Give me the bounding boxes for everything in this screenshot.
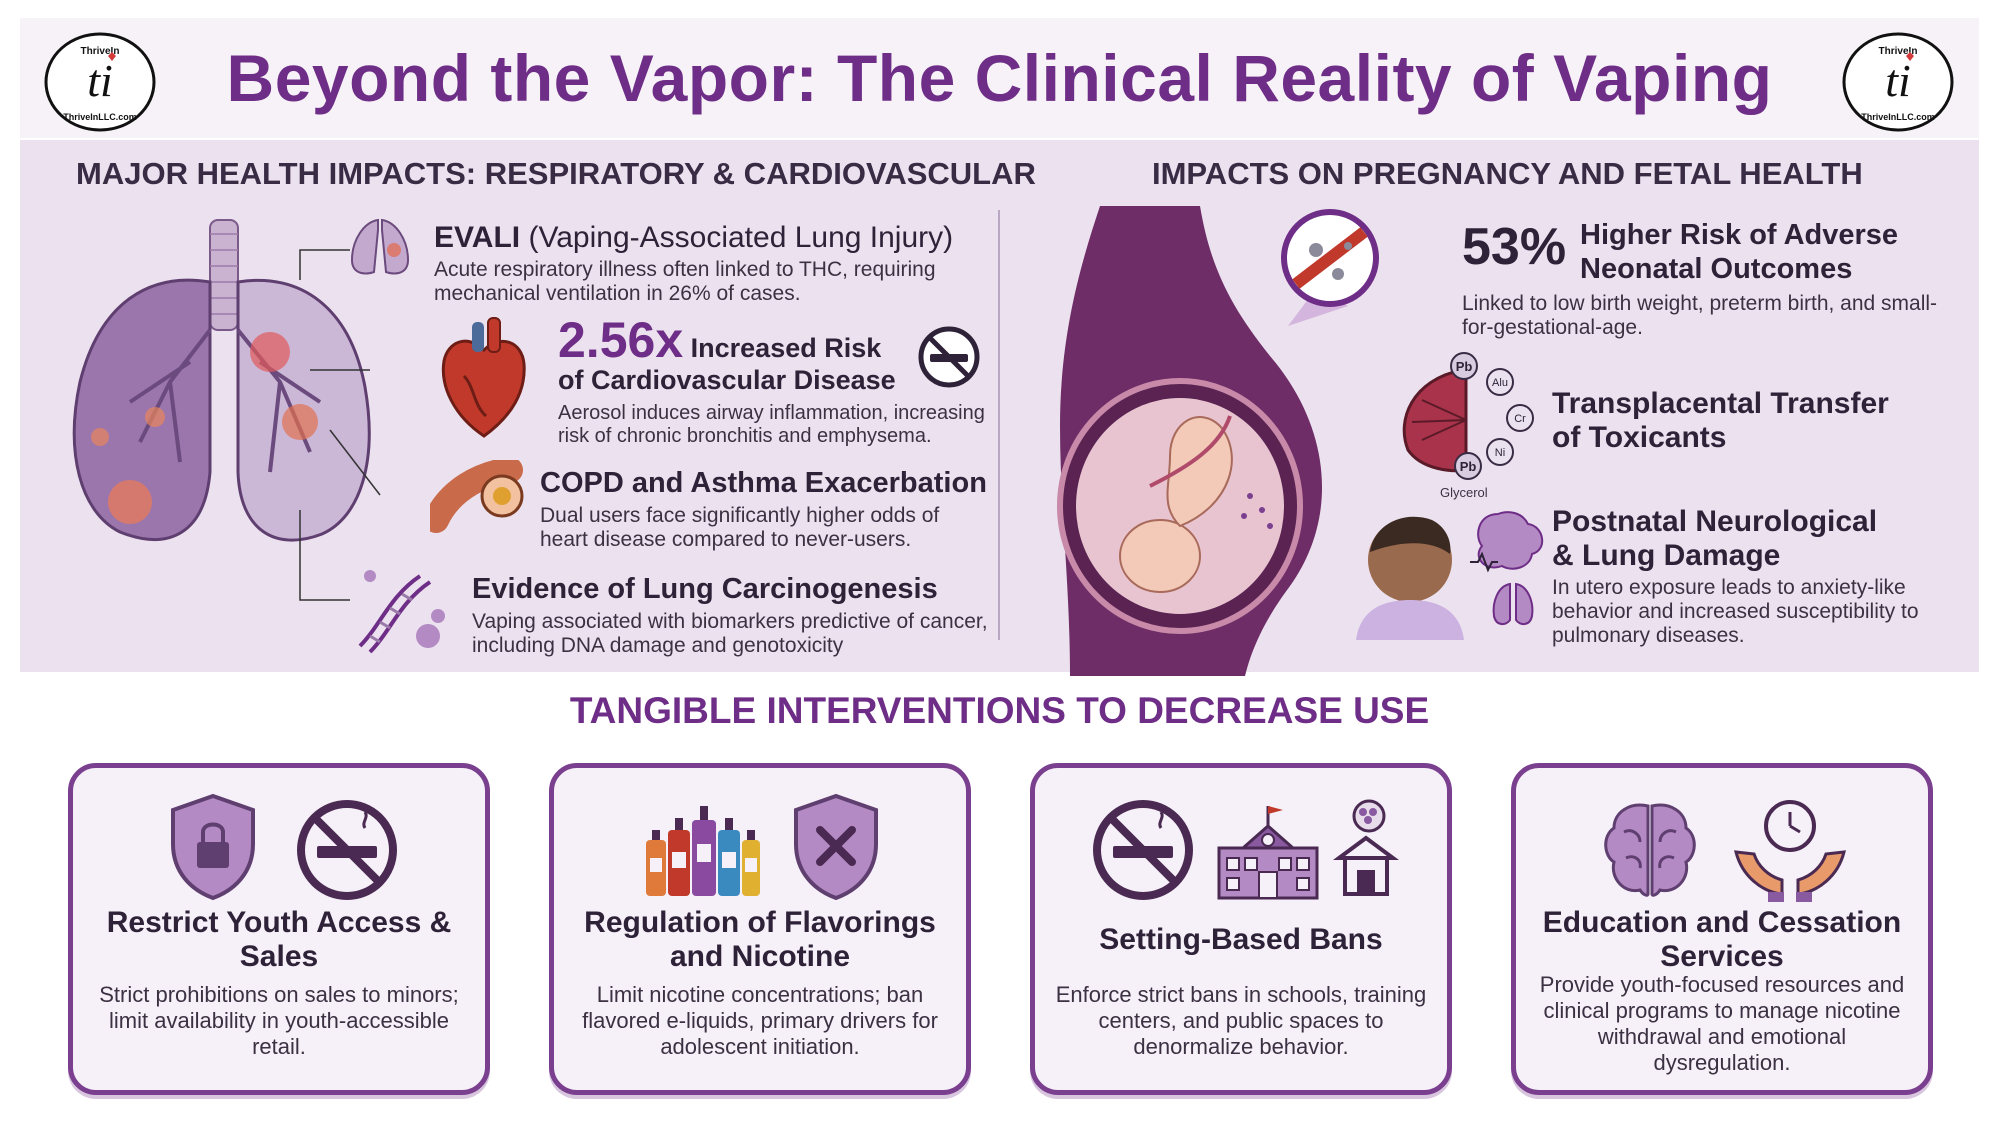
card-description: Enforce strict bans in schools, training… [1055, 982, 1427, 1059]
toxicant-molecules-icon: Pb Alu Cr Ni Pb [1450, 352, 1534, 480]
eliquid-bottles-icon [646, 806, 760, 896]
dna-icon [358, 570, 445, 654]
glycerol-label: Glycerol [1440, 485, 1488, 500]
card-description: Strict prohibitions on sales to minors; … [99, 982, 459, 1059]
evali-title: EVALI (Vaping-Associated Lung Injury) [434, 222, 953, 254]
carcinogenesis-description: Vaping associated with biomarkers predic… [472, 610, 988, 657]
neonatal-description: Linked to low birth weight, preterm birt… [1462, 292, 1938, 339]
postnatal-title-line2: & Lung Damage [1552, 539, 1781, 572]
toxicant-label: Pb [1460, 459, 1477, 474]
toxicant-label: Ni [1495, 447, 1505, 459]
header: ThriveIn ti ThriveInLLC.com Beyond the V… [20, 18, 1979, 138]
carcinogenesis-title: Evidence of Lung Carcinogenesis [472, 573, 938, 605]
clock-hands-icon [1734, 800, 1846, 902]
page-title: Beyond the Vapor: The Clinical Reality o… [226, 41, 1773, 115]
intervention-card-youth-access: Restrict Youth Access & Sales Strict pro… [68, 763, 490, 1095]
evali-title-bold: EVALI [434, 221, 521, 254]
neonatal-stat: 53% [1462, 218, 1567, 276]
toxicant-label: Alu [1492, 377, 1508, 389]
intervention-card-setting-bans: Setting-Based Bans Enforce strict bans i… [1030, 763, 1452, 1095]
evali-title-rest: (Vaping-Associated Lung Injury) [528, 221, 954, 254]
card-title: Education and Cessation Services [1542, 906, 1902, 973]
cardio-description: Aerosol induces airway inflammation, inc… [558, 402, 985, 447]
pregnancy-illustration [1057, 206, 1323, 676]
toxicant-label: Pb [1456, 359, 1473, 374]
neonatal-title-line1: Higher Risk of Adverse [1580, 219, 1899, 251]
lungs-illustration [72, 219, 371, 542]
card-title: Setting-Based Bans [1099, 923, 1383, 956]
card-title: Regulation of Flavorings and Nicotine [584, 906, 936, 973]
card-icons [554, 786, 966, 906]
logo-bottom-text: ThriveInLLC.com [63, 112, 137, 122]
card-description: Provide youth-focused resources and clin… [1539, 972, 1905, 1075]
postnatal-title-line1: Postnatal Neurological [1552, 505, 1878, 538]
logo-top-text: ThriveIn [81, 46, 120, 57]
card-description: Limit nicotine concentrations; ban flavo… [582, 982, 938, 1059]
copd-title: COPD and Asthma Exacerbation [540, 467, 987, 499]
cardio-title-line1-text: Increased Risk [690, 333, 882, 363]
logo-top-text: ThriveIn [1879, 46, 1918, 57]
cardio-title-line1: 2.56x Increased Risk [558, 314, 881, 367]
evali-description: Acute respiratory illness often linked t… [434, 258, 936, 305]
lock-shield-icon [171, 793, 255, 901]
logo-monogram: ti [1885, 55, 1911, 106]
logo-bottom-text: ThriveInLLC.com [1861, 112, 1935, 122]
card-icons [1516, 786, 1928, 906]
brain-icon [1604, 803, 1696, 897]
section-divider [998, 210, 1000, 640]
brain-lungs-icon [1470, 511, 1543, 626]
intervention-card-education-cessation: Education and Cessation Services Provide… [1511, 763, 1933, 1095]
logo-monogram: ti [87, 55, 113, 106]
child-avatar-icon [1356, 516, 1464, 640]
no-vaping-icon [918, 326, 980, 388]
respiratory-section-title: MAJOR HEALTH IMPACTS: RESPIRATORY & CARD… [76, 156, 1036, 191]
cardio-title-line2: of Cardiovascular Disease [558, 365, 896, 395]
bloodstream-magnifier-icon [1281, 209, 1379, 326]
no-vaping-icon [1093, 800, 1193, 900]
postnatal-description: In utero exposure leads to anxiety-like … [1552, 576, 1919, 647]
card-icons [73, 786, 485, 906]
card-icons [1035, 786, 1447, 906]
small-lungs-icon [350, 218, 410, 275]
public-space-icon [1333, 799, 1399, 896]
thrivein-logo-right: ThriveIn ti ThriveInLLC.com [1840, 30, 1956, 134]
copd-description: Dual users face significantly higher odd… [540, 504, 940, 551]
no-vaping-icon [297, 800, 397, 900]
neonatal-title-line2: Neonatal Outcomes [1580, 253, 1853, 285]
transplacental-title-line2: of Toxicants [1552, 421, 1727, 454]
card-title: Restrict Youth Access & Sales [106, 906, 452, 973]
toxicant-label: Cr [1514, 413, 1526, 425]
x-shield-icon [794, 793, 878, 901]
thrivein-logo-left: ThriveIn ti ThriveInLLC.com [42, 30, 158, 134]
connector-lines [299, 249, 381, 601]
cardio-stat: 2.56x [558, 312, 684, 368]
heart-icon [441, 317, 526, 438]
pregnancy-section-title: IMPACTS ON PREGNANCY AND FETAL HEALTH [1152, 156, 1863, 191]
interventions-section-title: TANGIBLE INTERVENTIONS TO DECREASE USE [569, 690, 1430, 731]
airway-icon [430, 460, 524, 533]
intervention-card-flavor-regulation: Regulation of Flavorings and Nicotine Li… [549, 763, 971, 1095]
transplacental-title-line1: Transplacental Transfer [1552, 387, 1889, 420]
school-building-icon [1217, 806, 1319, 900]
